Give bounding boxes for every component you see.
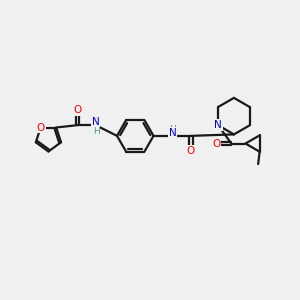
Text: O: O bbox=[73, 105, 82, 115]
Text: N: N bbox=[214, 120, 222, 130]
Text: O: O bbox=[187, 146, 195, 156]
Text: N: N bbox=[92, 117, 100, 127]
Text: H: H bbox=[93, 127, 100, 136]
Text: O: O bbox=[37, 122, 45, 133]
Text: H: H bbox=[169, 125, 176, 134]
Text: O: O bbox=[212, 139, 220, 148]
Text: N: N bbox=[169, 128, 176, 138]
